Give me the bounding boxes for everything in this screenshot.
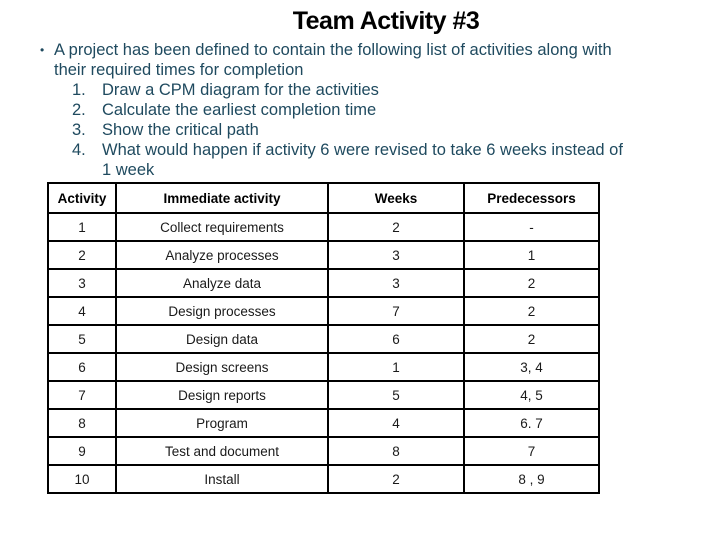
item-number: 3. xyxy=(72,121,86,139)
table-cell: Collect requirements xyxy=(115,212,329,242)
header-cell-predecessors: Predecessors xyxy=(463,182,600,214)
table-cell: - xyxy=(463,212,600,242)
table-row: 5 Design data 6 2 xyxy=(47,324,600,354)
list-item: 2. Calculate the earliest completion time xyxy=(72,100,720,120)
table-cell: Design screens xyxy=(115,352,329,382)
table-cell: 2 xyxy=(327,212,465,242)
header-cell-weeks: Weeks xyxy=(327,182,465,214)
table-row: 3 Analyze data 3 2 xyxy=(47,268,600,298)
table-cell: Analyze processes xyxy=(115,240,329,270)
header-cell-immediate-activity: Immediate activity xyxy=(115,182,329,214)
table-row: 4 Design processes 7 2 xyxy=(47,296,600,326)
table-cell: Program xyxy=(115,408,329,438)
table-cell: Analyze data xyxy=(115,268,329,298)
bullet-item: • A project has been defined to contain … xyxy=(40,40,700,80)
table-row: 2 Analyze processes 3 1 xyxy=(47,240,600,270)
table-cell: 7 xyxy=(327,296,465,326)
numbered-list: 1. Draw a CPM diagram for the activities 2… xyxy=(72,80,720,180)
table-cell: 7 xyxy=(463,436,600,466)
slide-title: Team Activity #3 xyxy=(292,7,480,35)
table-cell: 2 xyxy=(463,296,600,326)
table-cell: 9 xyxy=(47,436,117,466)
table-cell: Design reports xyxy=(115,380,329,410)
table-cell: 2 xyxy=(47,240,117,270)
table-row: 1 Collect requirements 2- xyxy=(47,212,600,242)
activities-table: Activity Immediate activity Weeks Predec… xyxy=(47,182,600,494)
item-number: 4. xyxy=(72,141,86,159)
table-cell: 8 , 9 xyxy=(463,464,600,494)
table-cell: 3 xyxy=(47,268,117,298)
item-number: 1. xyxy=(72,81,86,99)
table-cell: 3 xyxy=(327,268,465,298)
table-row: 6 Design screens 1 3, 4 xyxy=(47,352,600,382)
table-row: 7 Design reports 5 4, 5 xyxy=(47,380,600,410)
table-cell: Design data xyxy=(115,324,329,354)
table-cell: 8 xyxy=(47,408,117,438)
table-row: 10 Install 2 8 , 9 xyxy=(47,464,600,494)
table-cell: 10 xyxy=(47,464,117,494)
table-cell: 6 xyxy=(327,324,465,354)
bullet-text: A project has been defined to contain th… xyxy=(54,41,612,79)
table-cell: 2 xyxy=(327,464,465,494)
table-cell: 6. 7 xyxy=(463,408,600,438)
table-cell: 8 xyxy=(327,436,465,466)
table-cell: 4 xyxy=(47,296,117,326)
header-cell-activity: Activity xyxy=(47,182,117,214)
item-text: Calculate the earliest completion time xyxy=(102,101,377,119)
item-text: Draw a CPM diagram for the activities xyxy=(102,81,379,99)
table-row: 9 Test and document 8 7 xyxy=(47,436,600,466)
table-cell: Test and document xyxy=(115,436,329,466)
bullet-marker: • xyxy=(40,43,45,57)
table-cell: 2 xyxy=(463,324,600,354)
item-text: What would happen if activity 6 were rev… xyxy=(102,141,623,179)
table-cell: 1 xyxy=(47,212,117,242)
table-row: 8 Program 4 6. 7 xyxy=(47,408,600,438)
table-cell: 4 xyxy=(327,408,465,438)
table-cell: 2 xyxy=(463,268,600,298)
table-cell: 3 xyxy=(327,240,465,270)
item-number: 2. xyxy=(72,101,86,119)
table-cell: 6 xyxy=(47,352,117,382)
table-cell: 4, 5 xyxy=(463,380,600,410)
table-cell: 3, 4 xyxy=(463,352,600,382)
table-cell: Install xyxy=(115,464,329,494)
table-cell: 1 xyxy=(463,240,600,270)
table-cell: 5 xyxy=(47,324,117,354)
list-item: 3. Show the critical path xyxy=(72,120,720,140)
table-cell: 5 xyxy=(327,380,465,410)
table-cell: Design processes xyxy=(115,296,329,326)
table-cell: 1 xyxy=(327,352,465,382)
list-item: 4. What would happen if activity 6 were r… xyxy=(72,140,720,180)
table-header-row: Activity Immediate activity Weeks Predec… xyxy=(47,182,600,214)
list-item: 1. Draw a CPM diagram for the activities xyxy=(72,80,720,100)
table-cell: 7 xyxy=(47,380,117,410)
item-text: Show the critical path xyxy=(102,121,259,139)
